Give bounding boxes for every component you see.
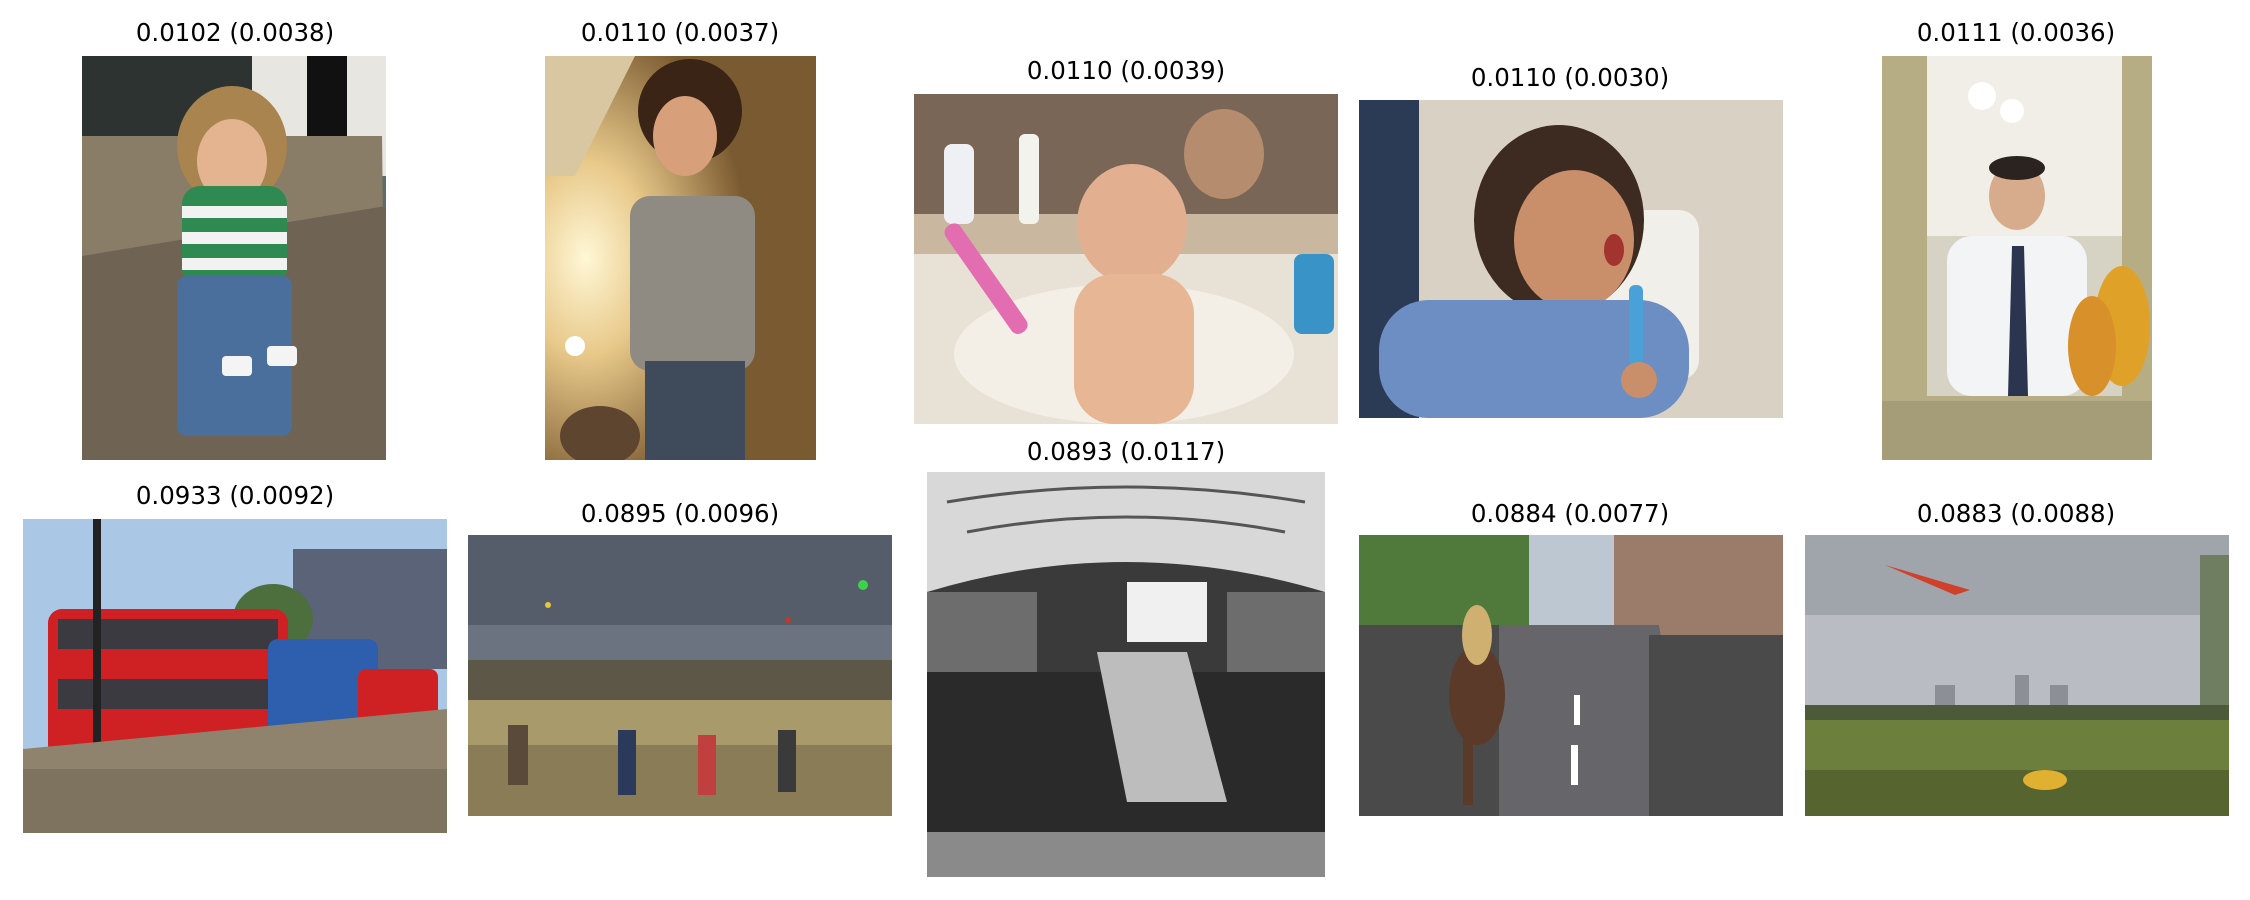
thumbnail-image: [1882, 56, 2152, 460]
image-caption: 0.0884 (0.0077): [1470, 499, 1670, 528]
thumbnail-image: [927, 472, 1325, 877]
thumbnail-image: [545, 56, 816, 460]
image-caption: 0.0102 (0.0038): [135, 18, 335, 47]
image-caption: 0.0893 (0.0117): [1026, 437, 1226, 466]
thumbnail-image: [23, 519, 447, 833]
image-caption: 0.0110 (0.0037): [580, 18, 780, 47]
thumbnail-image: [1359, 100, 1783, 418]
thumbnail-image: [1359, 535, 1783, 816]
thumbnail-image: [1805, 535, 2229, 816]
image-caption: 0.0895 (0.0096): [580, 499, 780, 528]
image-caption: 0.0110 (0.0030): [1470, 63, 1670, 92]
image-caption: 0.0883 (0.0088): [1916, 499, 2116, 528]
image-caption: 0.0111 (0.0036): [1916, 18, 2116, 47]
image-caption: 0.0933 (0.0092): [135, 481, 335, 510]
thumbnail-image: [468, 535, 892, 816]
image-caption: 0.0110 (0.0039): [1026, 56, 1226, 85]
thumbnail-image: [82, 56, 386, 460]
thumbnail-image: [914, 94, 1338, 424]
